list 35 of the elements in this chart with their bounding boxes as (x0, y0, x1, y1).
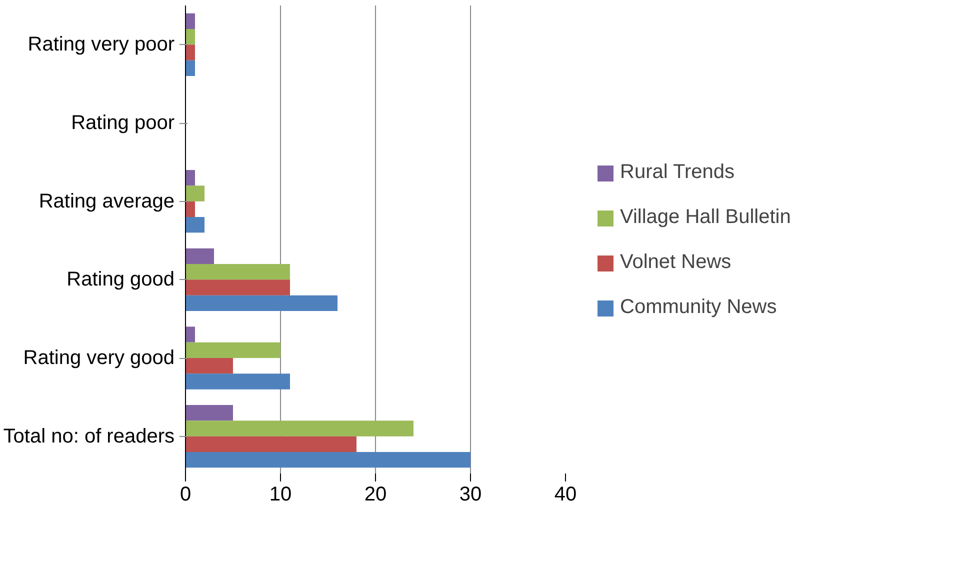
x-tick-label: 20 (364, 484, 387, 506)
bar (186, 295, 338, 311)
bar (186, 44, 195, 60)
y-tick-label: Rating poor (71, 112, 175, 134)
bar (186, 201, 195, 217)
bar (186, 358, 233, 374)
bar (186, 29, 195, 45)
bar (186, 326, 195, 342)
x-tick-label: 10 (269, 484, 292, 506)
legend-label: Volnet News (620, 251, 732, 274)
bar (186, 13, 195, 29)
y-tick-label: Rating average (38, 190, 175, 212)
y-tick-label: Rating very good (23, 347, 174, 369)
bar (186, 280, 290, 296)
y-tick-label: Rating very poor (28, 34, 175, 56)
bar (186, 217, 204, 233)
bar (186, 248, 214, 264)
legend-label: Rural Trends (620, 161, 734, 184)
x-tick-label: 40 (554, 484, 577, 506)
bar (186, 436, 356, 452)
bar (186, 342, 280, 358)
legend-label: Community News (620, 296, 777, 319)
bar (186, 186, 204, 202)
bar (186, 170, 195, 186)
y-tick-label: Total no: of readers (3, 425, 175, 448)
bar (186, 60, 195, 76)
bar (186, 405, 233, 421)
x-tick-label: 30 (459, 484, 482, 506)
legend-label: Village Hall Bulletin (620, 206, 791, 229)
bar (186, 452, 470, 468)
bar (186, 420, 414, 436)
x-tick-label: 0 (180, 484, 192, 506)
bar (186, 374, 290, 390)
y-tick-label: Rating good (66, 268, 175, 291)
bar (186, 264, 290, 280)
